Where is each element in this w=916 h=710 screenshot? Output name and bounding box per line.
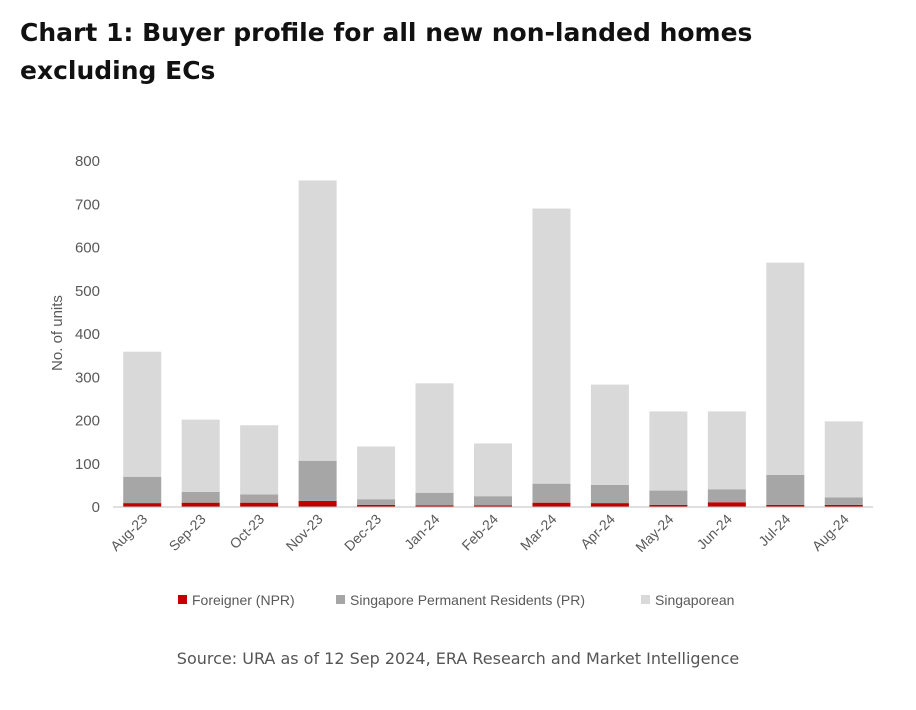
x-tick-label: Dec-23	[341, 511, 384, 554]
source-note: Source: URA as of 12 Sep 2024, ERA Resea…	[176, 649, 740, 668]
legend: Foreigner (NPR) Singapore Permanent Resid…	[178, 592, 734, 608]
bar-segment	[532, 483, 571, 503]
bar-segment	[649, 411, 688, 491]
bar-segment	[590, 484, 629, 504]
y-tick-label: 600	[75, 240, 100, 257]
x-tick-label: Apr-24	[577, 511, 618, 552]
y-tick-label: 800	[75, 153, 100, 170]
bar-segment	[766, 504, 805, 507]
bar-segment	[590, 503, 629, 507]
bar-segment	[240, 425, 279, 495]
x-tick-label: Feb-24	[458, 511, 501, 554]
y-tick-label: 0	[92, 499, 100, 516]
bar-segment	[415, 383, 454, 493]
legend-item: Singaporean	[641, 592, 734, 608]
x-tick-label: May-24	[632, 511, 676, 555]
legend-label: Singaporean	[655, 592, 734, 608]
bar-segment	[415, 492, 454, 506]
y-tick-label: 700	[75, 196, 100, 213]
x-tick-label: Jan-24	[401, 511, 443, 553]
bar-segment	[707, 489, 746, 503]
legend-swatch	[641, 595, 650, 604]
bar-segment	[532, 208, 571, 484]
bar-segment	[707, 502, 746, 507]
y-tick-label: 100	[75, 456, 100, 473]
bar-segment	[649, 490, 688, 505]
bar-segment	[240, 494, 279, 503]
bar-segment	[357, 446, 396, 500]
x-tick-label: Mar-24	[517, 511, 560, 554]
bar-segment	[590, 384, 629, 485]
x-tick-label: Jul-24	[755, 511, 793, 549]
bar-segment	[298, 500, 337, 507]
bar-segment	[357, 499, 396, 505]
bars	[123, 180, 863, 507]
y-tick-label: 300	[75, 369, 100, 386]
bar-segment	[123, 351, 162, 477]
chart-title: Chart 1: Buyer profile for all new non-l…	[20, 18, 753, 85]
y-tick-label: 400	[75, 326, 100, 343]
bar-segment	[707, 411, 746, 490]
bar-segment	[123, 476, 162, 504]
bar-segment	[766, 474, 805, 505]
bar-segment	[298, 460, 337, 501]
x-tick-label: Nov-23	[283, 511, 326, 554]
legend-item: Foreigner (NPR)	[178, 592, 295, 608]
bar-segment	[649, 504, 688, 507]
x-tick-label: Oct-23	[226, 511, 267, 552]
bar-segment	[240, 502, 279, 507]
stacked-bar-chart: 0 100 200 300 400 500 600 700 800 Aug-23 Sep-23 Oc…	[49, 153, 873, 608]
x-tick-label: Sep-23	[166, 511, 209, 554]
bar-segment	[181, 491, 220, 503]
bar-segment	[532, 502, 571, 507]
bar-segment	[181, 502, 220, 507]
bar-segment	[298, 180, 337, 461]
bar-segment	[824, 421, 863, 498]
legend-swatch	[336, 595, 345, 604]
bar-segment	[766, 262, 805, 475]
x-tick-label: Aug-23	[107, 511, 150, 554]
x-axis: Aug-23 Sep-23 Oct-23 Nov-23 Dec-23 Jan-24 Feb-…	[107, 511, 852, 555]
bar-segment	[415, 505, 454, 507]
legend-label: Foreigner (NPR)	[192, 592, 295, 608]
bar-segment	[824, 497, 863, 505]
y-tick-label: 200	[75, 413, 100, 430]
legend-swatch	[178, 595, 187, 604]
legend-item: Singapore Permanent Residents (PR)	[336, 592, 585, 608]
bar-segment	[474, 496, 512, 506]
bar-segment	[357, 504, 396, 507]
bar-segment	[474, 443, 512, 497]
bar-segment	[824, 504, 863, 507]
y-axis: 0 100 200 300 400 500 600 700 800	[75, 153, 100, 516]
x-tick-label: Jun-24	[693, 511, 735, 553]
legend-label: Singapore Permanent Residents (PR)	[350, 592, 585, 608]
bar-segment	[474, 505, 512, 507]
x-tick-label: Aug-24	[809, 511, 852, 554]
y-tick-label: 500	[75, 283, 100, 300]
bar-segment	[181, 419, 220, 492]
bar-segment	[123, 503, 162, 507]
y-axis-label: No. of units	[49, 295, 66, 371]
